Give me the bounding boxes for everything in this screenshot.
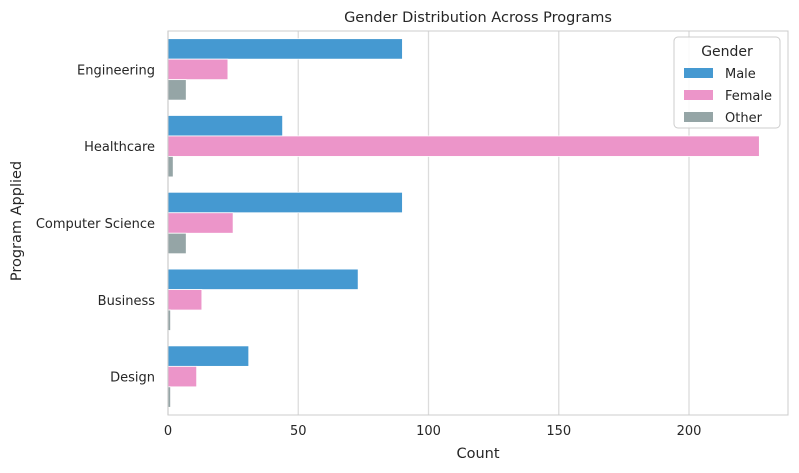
y-tick-label: Design [110, 371, 155, 386]
legend-label-other: Other [725, 111, 763, 126]
bar-male-engineering [167, 38, 403, 60]
y-tick-label: Healthcare [84, 140, 155, 155]
chart-title: Gender Distribution Across Programs [344, 10, 612, 26]
bar-other-computer-science [167, 232, 187, 255]
plot-frame [167, 30, 789, 416]
x-tick-labels: 0 50 100 150 200 [164, 424, 702, 439]
bar-other-engineering [167, 79, 187, 101]
legend-label-male: Male [725, 67, 756, 82]
bar-male-computer-science [167, 191, 403, 214]
bar-male-design [167, 345, 250, 367]
bar-female-business [167, 289, 203, 311]
legend: Gender Male Female Other [673, 36, 781, 129]
bar-male-healthcare [167, 115, 284, 137]
y-axis-label: Program Applied [9, 161, 25, 281]
legend-box [673, 36, 781, 129]
x-tick-label: 100 [416, 424, 441, 439]
bar-other-healthcare [167, 156, 174, 178]
legend-swatch-other [684, 112, 713, 122]
bar-female-computer-science [167, 212, 234, 234]
legend-swatch-female [684, 90, 713, 100]
bars [167, 38, 760, 408]
bar-male-business [167, 268, 359, 290]
y-tick-label: Engineering [77, 63, 155, 78]
y-tick-label: Business [98, 294, 156, 309]
x-tick-label: 50 [290, 424, 307, 439]
y-tick-labels: Engineering Healthcare Computer Science Bus… [36, 63, 155, 385]
y-tick-label: Computer Science [36, 217, 155, 232]
bar-female-healthcare [167, 135, 760, 157]
x-tick-label: 150 [546, 424, 571, 439]
x-axis-label: Count [456, 446, 499, 462]
legend-swatch-male [684, 68, 713, 78]
bar-female-engineering [167, 58, 229, 81]
bar-female-design [167, 365, 198, 388]
legend-label-female: Female [725, 89, 772, 104]
x-tick-label: 200 [677, 424, 702, 439]
legend-title: Gender [701, 44, 753, 60]
x-tick-label: 0 [164, 424, 172, 439]
